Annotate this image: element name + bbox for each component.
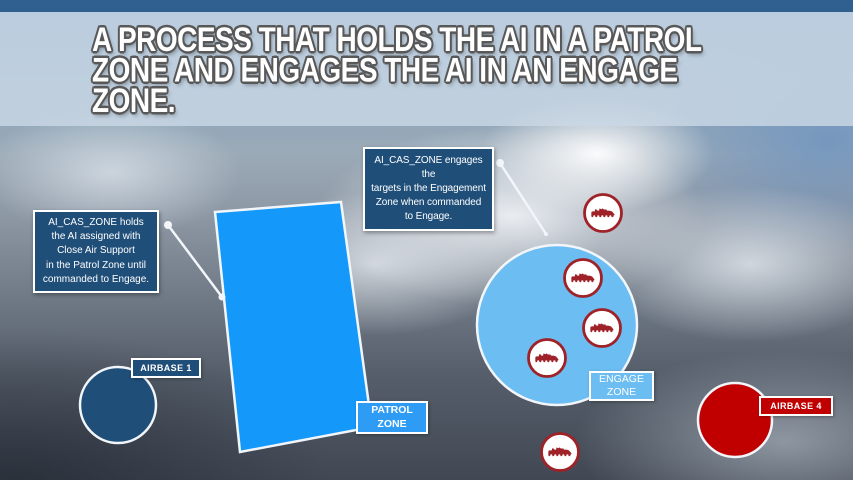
- patrol-note-connector: [164, 221, 226, 301]
- patrol-note-box: AI_CAS_ZONE holds the AI assigned with C…: [33, 210, 159, 293]
- armored-vehicle-icon: [527, 338, 567, 378]
- airbase-4-shape: [696, 381, 774, 459]
- engage-note-box: AI_CAS_ZONE engages the targets in the E…: [363, 147, 494, 231]
- patrol-zone-shape: [213, 200, 374, 454]
- slide-title: A PROCESS THAT HOLDS THE AI IN A PATROL …: [92, 20, 702, 120]
- slide-top-border: [0, 0, 853, 12]
- armored-vehicle-icon: [540, 432, 580, 472]
- engage-note-connector: [496, 159, 548, 236]
- armored-vehicle-icon: [582, 308, 622, 348]
- airbase-1-shape: [78, 365, 158, 445]
- engage-zone-label: ENGAGE ZONE: [589, 371, 654, 401]
- armored-vehicle-icon: [563, 258, 603, 298]
- airbase-1-label: AIRBASE 1: [131, 358, 201, 378]
- title-banner: [0, 12, 853, 126]
- patrol-zone-label: PATROL ZONE: [356, 401, 428, 434]
- airbase-4-label: AIRBASE 4: [759, 396, 833, 416]
- armored-vehicle-icon: [583, 193, 623, 233]
